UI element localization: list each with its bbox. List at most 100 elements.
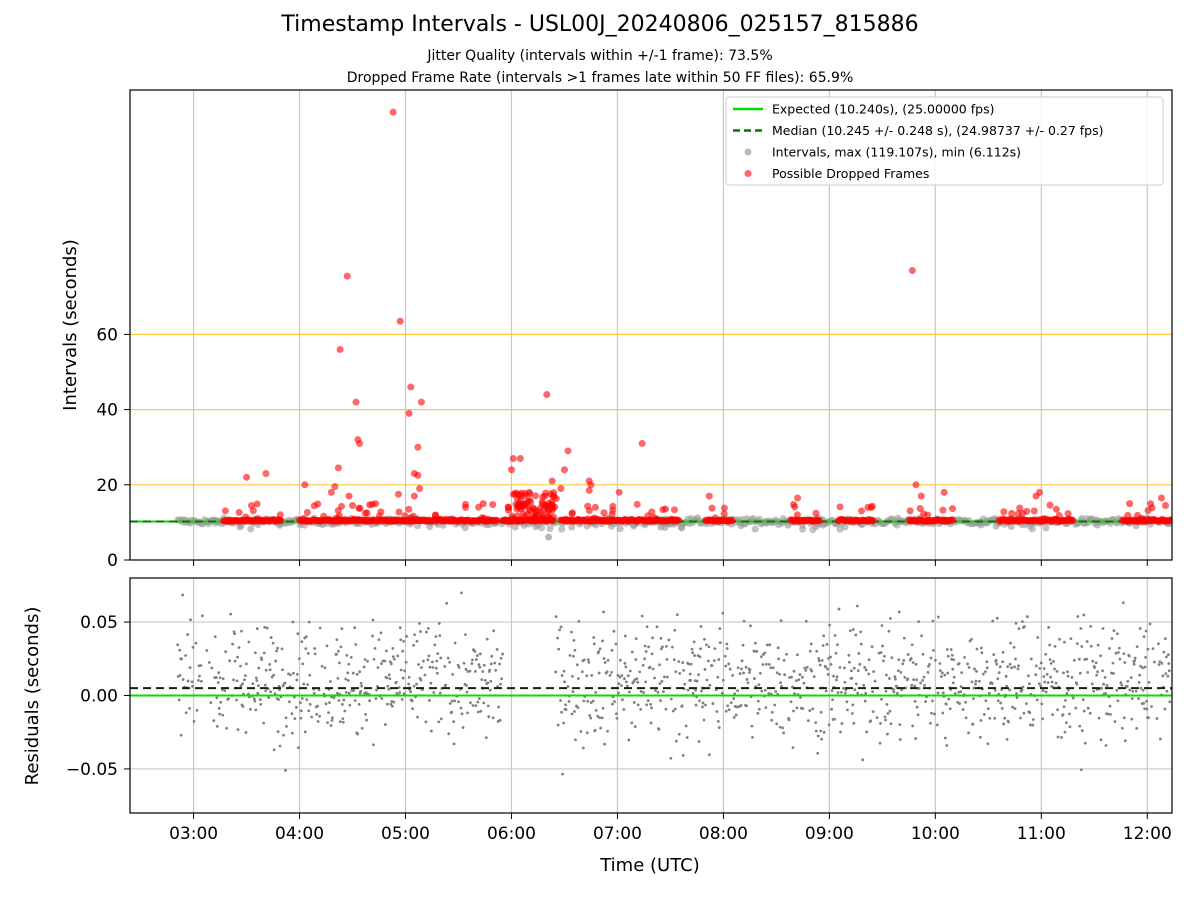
dropped-frame-point (335, 512, 343, 520)
interval-point (799, 525, 807, 533)
residual-point (1119, 681, 1123, 685)
residual-point (847, 653, 851, 657)
residual-point (295, 678, 299, 682)
residual-point (948, 707, 952, 711)
dropped-frame-point (585, 507, 593, 515)
residual-point (605, 670, 609, 674)
residual-point (755, 649, 759, 653)
residual-point (1155, 717, 1159, 720)
residual-point (757, 707, 761, 711)
residual-point (909, 657, 913, 660)
residual-point (353, 699, 357, 702)
residual-point (879, 721, 882, 725)
residual-point (426, 658, 430, 662)
residual-point (1011, 705, 1014, 709)
residual-point (1138, 673, 1142, 677)
interval-point (568, 523, 576, 531)
residual-point (306, 683, 310, 686)
residual-point (693, 654, 696, 657)
residual-point (745, 678, 749, 681)
residual-point (936, 691, 940, 695)
residual-point (1082, 709, 1086, 713)
residual-point (233, 659, 237, 663)
residual-point (372, 743, 375, 747)
dropped-frame-point (864, 503, 872, 511)
residual-point (903, 675, 907, 679)
residual-point (901, 662, 905, 666)
residual-point (199, 664, 203, 667)
residual-point (1144, 629, 1148, 633)
residual-point (340, 703, 344, 706)
residual-point (1015, 696, 1019, 700)
residual-point (1053, 667, 1056, 671)
residual-point (897, 610, 901, 614)
residual-point (744, 665, 748, 669)
residual-point (190, 680, 194, 684)
residual-point (949, 648, 953, 651)
dropped-frame-point (336, 345, 344, 353)
residual-point (581, 746, 585, 750)
residual-point (859, 642, 863, 646)
dropped-frame-point (303, 508, 311, 516)
residual-point (241, 705, 245, 708)
residual-point (691, 651, 695, 655)
residual-point (1164, 655, 1168, 659)
residual-point (979, 735, 982, 739)
residual-point (716, 720, 720, 723)
residual-point (1115, 688, 1119, 692)
residual-point (243, 678, 246, 682)
dropped-frame-point (858, 507, 866, 515)
residual-point (178, 648, 182, 652)
residual-point (707, 645, 711, 649)
residual-point (1133, 659, 1137, 663)
residual-point (383, 659, 387, 663)
residual-point (434, 666, 438, 670)
residual-point (500, 677, 503, 681)
residual-point (337, 699, 341, 702)
residual-point (690, 647, 694, 651)
residual-point (417, 663, 420, 666)
residual-point (913, 684, 917, 688)
residual-point (331, 716, 334, 720)
residual-point (239, 664, 242, 668)
residual-point (1076, 615, 1080, 618)
residual-point (694, 688, 697, 692)
dropped-frame-point (352, 398, 360, 406)
residual-point (1144, 656, 1147, 659)
residual-point (418, 622, 421, 625)
residual-point (618, 675, 622, 679)
residual-point (677, 660, 681, 663)
residual-point (966, 662, 969, 666)
residual-point (727, 662, 731, 666)
residual-point (622, 677, 626, 680)
residual-point (917, 687, 921, 690)
residual-point (451, 672, 455, 676)
residual-point (946, 671, 950, 675)
residual-point (1148, 622, 1152, 626)
residual-point (859, 630, 863, 634)
residual-point (573, 710, 576, 713)
residual-point (993, 688, 997, 692)
residual-point (643, 657, 647, 661)
residual-point (1044, 690, 1048, 694)
residual-point (947, 697, 951, 701)
residual-point (1109, 713, 1112, 716)
residual-point (461, 726, 465, 729)
interval-point (461, 524, 469, 532)
residual-point (325, 644, 329, 648)
residual-point (1145, 707, 1149, 711)
dropped-frame-point (552, 495, 560, 503)
residual-point (864, 668, 868, 672)
residual-point (840, 722, 844, 725)
residual-point (1003, 716, 1007, 720)
residual-point (871, 710, 875, 714)
dropped-frame-point (949, 516, 957, 524)
residual-point (1166, 674, 1170, 678)
residual-point (329, 680, 332, 683)
residual-point (407, 675, 411, 679)
residual-point (699, 625, 703, 628)
dropped-frame-point (548, 477, 556, 485)
residual-point (487, 715, 491, 719)
interval-point (1042, 524, 1050, 532)
residual-point (751, 735, 754, 739)
